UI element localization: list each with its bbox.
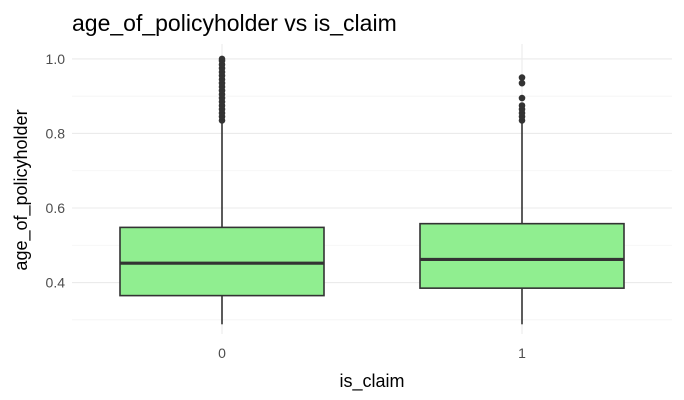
outlier-point	[218, 55, 226, 63]
y-axis-ticks: 0.4 0.6 0.8 1.0	[46, 51, 66, 291]
outlier-point	[518, 74, 526, 81]
box-iqr	[419, 222, 625, 289]
box-iqr	[119, 226, 325, 297]
y-tick-label: 1.0	[46, 51, 66, 67]
x-tick-label: 1	[518, 345, 526, 361]
y-axis-title: age_of_policyholder	[11, 109, 32, 270]
y-tick-label: 0.8	[46, 125, 66, 141]
x-axis-title: is_claim	[339, 371, 404, 392]
x-tick-label: 0	[218, 345, 226, 361]
box-series	[119, 55, 625, 325]
outlier-point	[518, 79, 526, 87]
outlier-point	[518, 102, 526, 109]
chart-title: age_of_policyholder vs is_claim	[72, 10, 397, 36]
outlier-point	[518, 94, 526, 102]
y-tick-label: 0.4	[46, 275, 66, 291]
y-tick-label: 0.6	[46, 200, 66, 216]
box-group-1	[419, 74, 625, 325]
box-group-0	[119, 55, 325, 325]
